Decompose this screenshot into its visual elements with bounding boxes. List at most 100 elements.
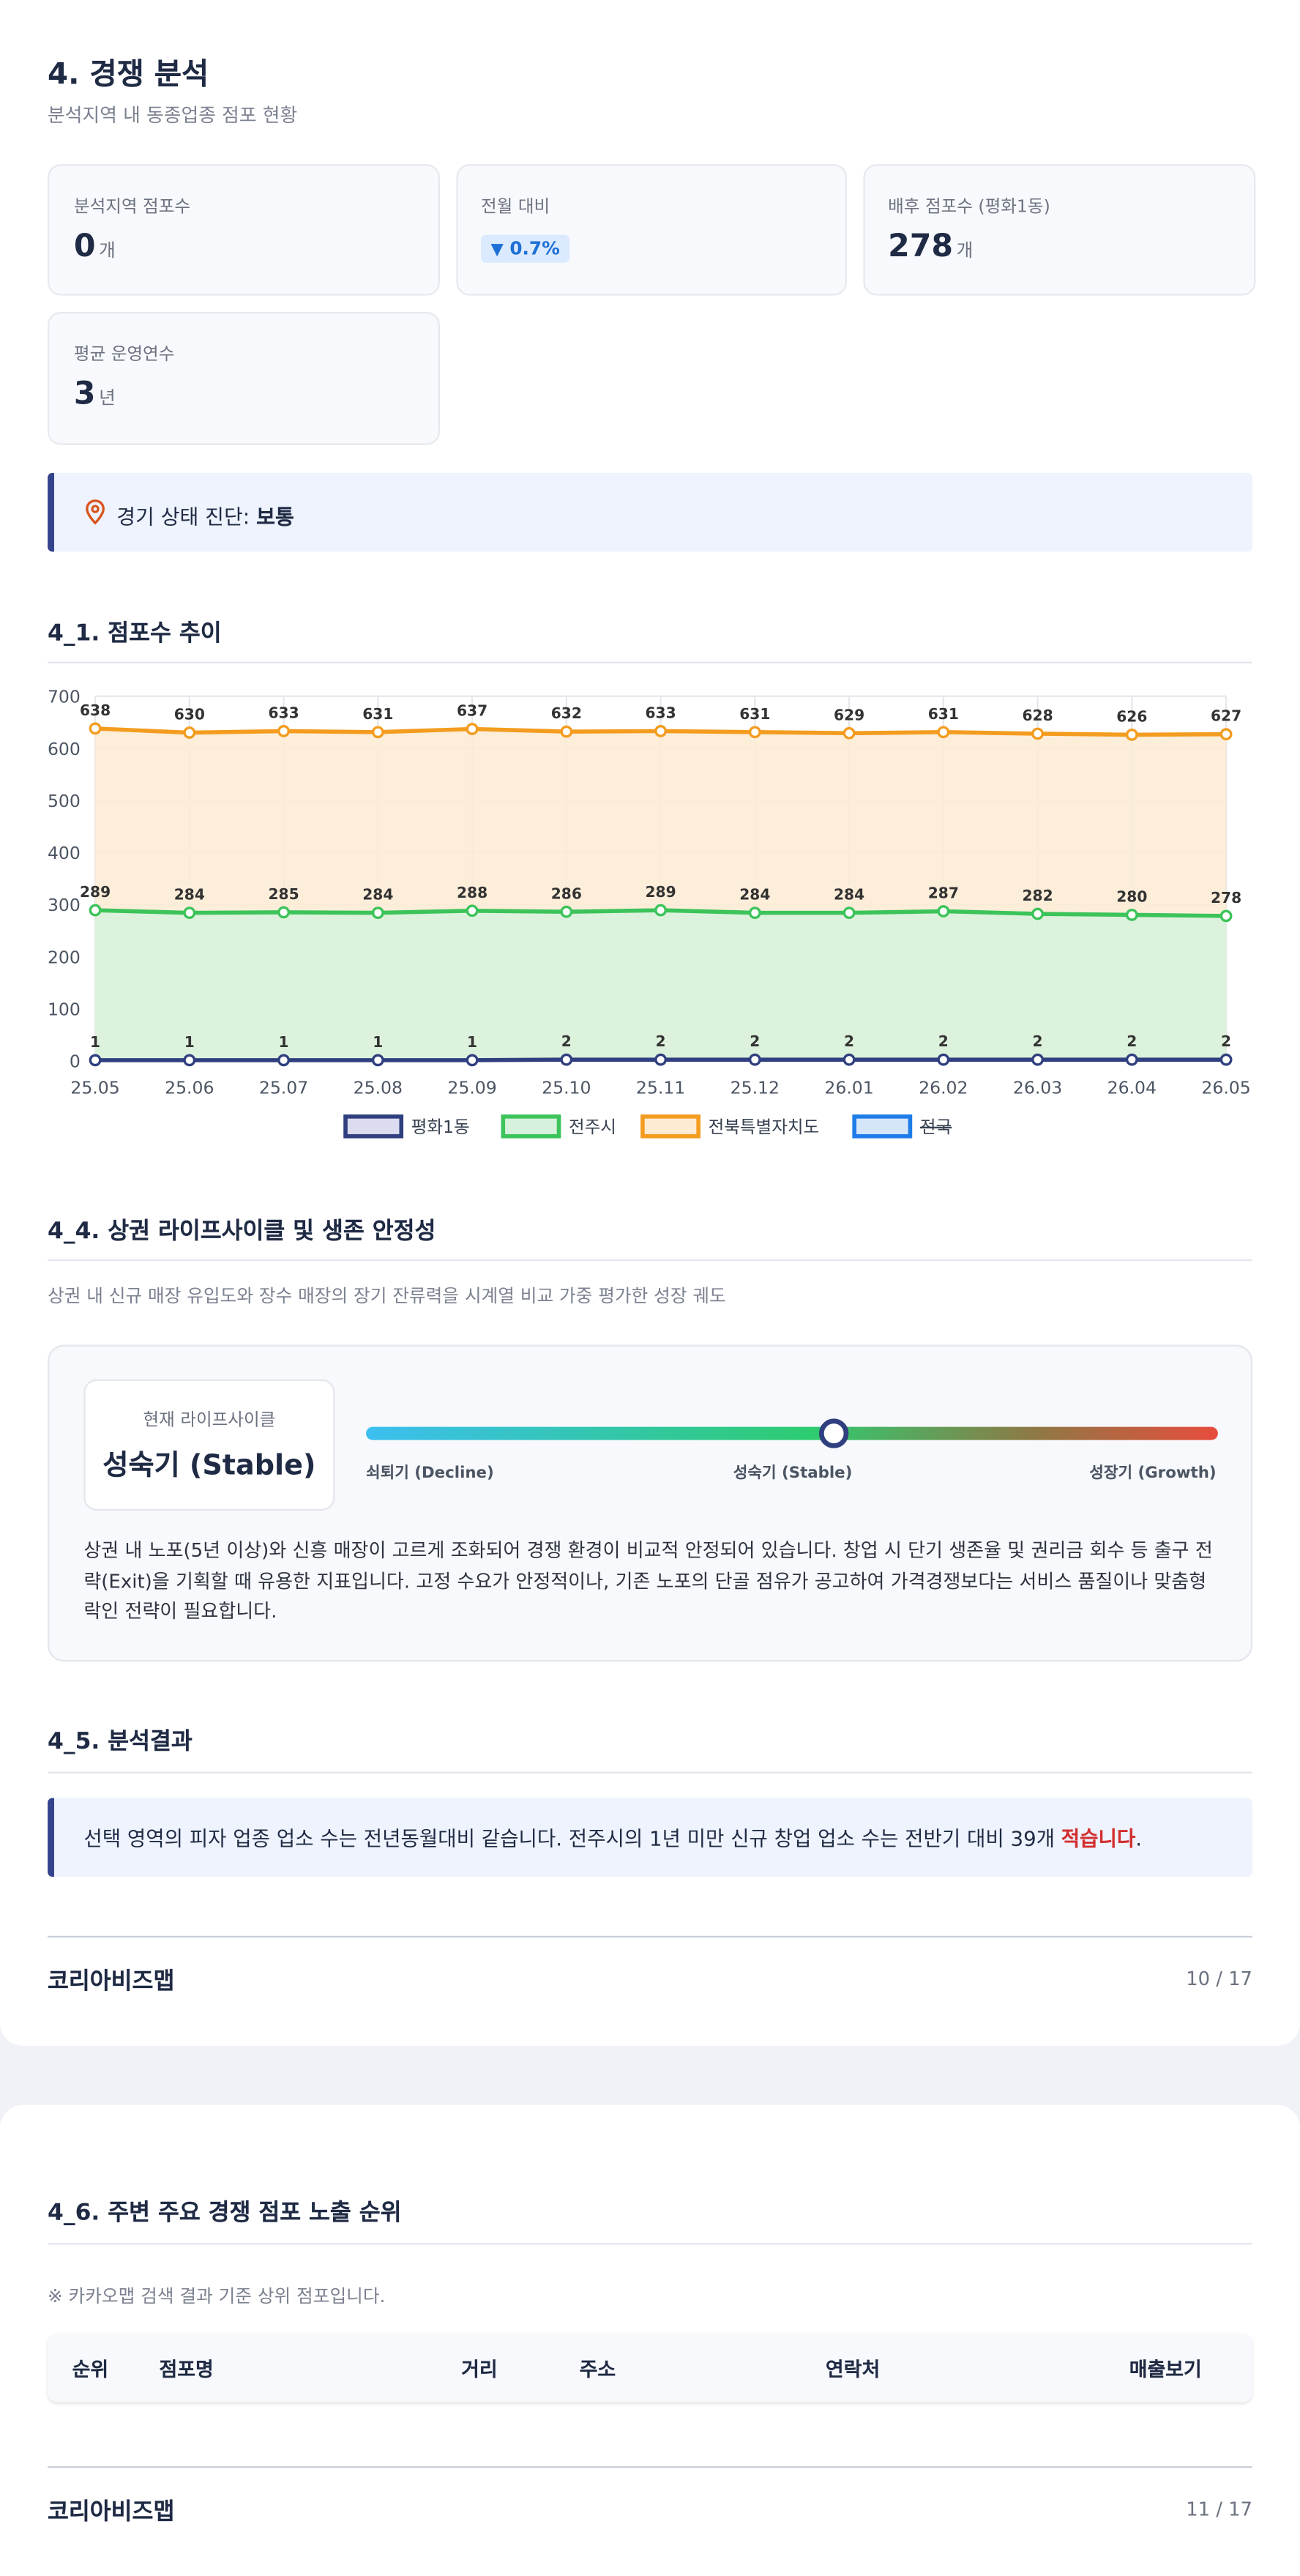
x-tick-label: 25.11 [636, 1077, 685, 1098]
unit: 개 [99, 239, 116, 261]
x-tick-label: 25.07 [259, 1077, 308, 1098]
lifecycle-knob [818, 1418, 849, 1448]
lifecycle-box: 현재 라이프사이클 성숙기 (Stable) 쇠퇴기 (Decline) 성숙기… [48, 1344, 1252, 1662]
stat-label: 분석지역 점포수 [73, 197, 191, 217]
section-title: 4_5. 분석결과 [48, 1729, 193, 1756]
footer-brand: 코리아비즈맵 [48, 1968, 175, 1995]
legend-label[interactable]: 전주시 [569, 1117, 616, 1137]
data-label: 278 [1211, 889, 1241, 907]
data-label: 2 [1221, 1032, 1231, 1050]
data-label: 638 [80, 701, 111, 719]
value: 0.7% [509, 238, 560, 260]
data-point [277, 725, 290, 737]
text: 선택 영역의 피자 업종 업소 수는 전년동월대비 같습니다. 전주시의 1년 … [83, 1827, 1061, 1851]
unit: 개 [956, 239, 974, 261]
data-label: 628 [1023, 707, 1053, 724]
footer-rule [48, 1935, 1252, 1938]
data-label: 631 [739, 705, 770, 723]
legend-label[interactable]: 전국 [920, 1117, 952, 1137]
text: . [1135, 1827, 1143, 1851]
note: ※ 카카오맵 검색 결과 기준 상위 점포입니다. [48, 2285, 386, 2307]
data-label: 287 [928, 885, 959, 902]
stage-label: 성숙기 (Stable) [733, 1464, 853, 1483]
data-point [1031, 1053, 1044, 1066]
y-tick-label: 0 [70, 1051, 81, 1072]
data-point [371, 1054, 384, 1067]
stage-label: 쇠퇴기 (Decline) [366, 1464, 494, 1483]
divider [48, 1771, 1252, 1773]
x-tick-label: 26.02 [919, 1077, 968, 1098]
data-point [1125, 909, 1138, 921]
data-point [89, 722, 102, 735]
stat-card: 배후 점포수 (평화1동) 278 개 [863, 164, 1256, 296]
data-point [937, 726, 950, 739]
data-point [654, 725, 667, 737]
section-title: 4_4. 상권 라이프사이클 및 생존 안정성 [48, 1218, 436, 1245]
legend-label[interactable]: 평화1동 [411, 1117, 470, 1137]
legend-label[interactable]: 전북특별자치도 [709, 1117, 820, 1137]
legend-swatch [852, 1114, 913, 1139]
data-label: 2 [750, 1032, 760, 1050]
data-label: 2 [656, 1032, 666, 1050]
data-label: 633 [646, 704, 676, 721]
diagnosis-text: 경기 상태 진단: 보통 [116, 499, 294, 531]
data-label: 631 [928, 705, 959, 723]
y-tick-label: 700 [48, 687, 81, 707]
y-tick-label: 600 [48, 739, 81, 759]
x-tick-label: 26.04 [1107, 1077, 1157, 1098]
footer-rule [48, 2466, 1252, 2468]
column-header: 매출보기 [1129, 2358, 1202, 2381]
table-header: 순위 점포명 거리 주소 연락처 매출보기 [48, 2333, 1252, 2402]
change-badge: ▼ 0.7% [481, 234, 570, 263]
lifecycle-text: 상권 내 노포(5년 이상)와 신흥 매장이 고르게 조화되어 경쟁 환경이 비… [83, 1538, 1213, 1623]
data-label: 1 [279, 1033, 289, 1051]
data-label: 1 [90, 1033, 100, 1051]
data-point [183, 726, 196, 739]
data-label: 1 [467, 1033, 477, 1051]
value: 보통 [256, 504, 294, 529]
column-header: 순위 [72, 2358, 109, 2381]
unit: 년 [99, 387, 116, 409]
data-point [843, 726, 856, 740]
data-point [277, 1054, 290, 1067]
subtitle: 분석지역 내 동종업종 점포 현황 [48, 103, 298, 127]
data-label: 2 [1127, 1032, 1137, 1050]
column-header: 주소 [579, 2358, 616, 2381]
data-point [277, 906, 290, 919]
stage-label: 성장기 (Growth) [1089, 1464, 1217, 1483]
current-stage: 성숙기 (Stable) [102, 1450, 316, 1483]
data-label: 289 [646, 883, 676, 901]
data-label: 2 [561, 1032, 572, 1050]
data-point [748, 726, 761, 739]
stat-label: 평균 운영연수 [73, 344, 175, 365]
data-point [371, 907, 384, 920]
result-box: 선택 영역의 피자 업종 업소 수는 전년동월대비 같습니다. 전주시의 1년 … [48, 1798, 1252, 1877]
pin-icon [86, 499, 105, 525]
data-label: 2 [844, 1032, 854, 1050]
data-point [89, 1054, 102, 1067]
y-tick-label: 300 [48, 895, 81, 915]
data-label: 1 [184, 1033, 195, 1051]
title: 4. 경쟁 분석 [48, 57, 209, 92]
data-point [466, 1054, 479, 1067]
data-point [1219, 1053, 1233, 1066]
current-stage-box: 현재 라이프사이클 성숙기 (Stable) [83, 1379, 335, 1511]
stat-label: 전월 대비 [481, 197, 550, 217]
stat-label: 배후 점포수 (평화1동) [888, 197, 1050, 217]
data-label: 285 [269, 885, 299, 903]
data-point [1031, 727, 1044, 740]
data-point [654, 1053, 667, 1066]
data-label: 627 [1211, 707, 1241, 725]
data-label: 2 [1033, 1032, 1043, 1050]
page-number: 10 / 17 [1186, 1967, 1252, 1990]
data-label: 630 [174, 706, 205, 723]
y-tick-label: 100 [48, 999, 81, 1019]
x-tick-label: 25.12 [731, 1077, 780, 1098]
legend-swatch [501, 1114, 561, 1139]
emphasis: 적습니다 [1061, 1827, 1136, 1851]
x-tick-label: 25.09 [447, 1077, 496, 1098]
